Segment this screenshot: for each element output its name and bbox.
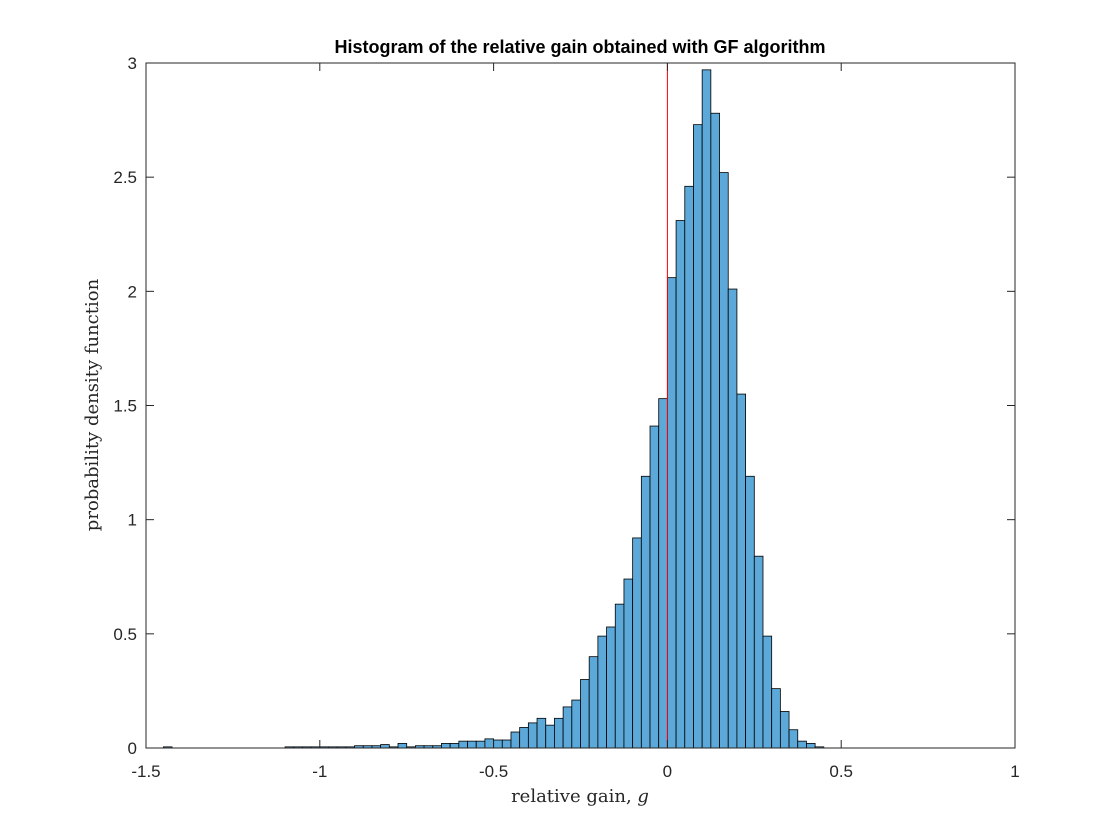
- histogram-bar: [623, 578, 634, 749]
- x-tick-label: 1: [1010, 762, 1019, 781]
- histogram-bar: [441, 743, 451, 749]
- y-tick-label: 3: [128, 54, 137, 73]
- histogram-bar: [640, 475, 651, 749]
- histogram-bar: [658, 398, 668, 749]
- y-tick-label: 1: [128, 511, 137, 530]
- histogram-bar: [797, 740, 807, 749]
- histogram-bar: [649, 425, 660, 749]
- histogram-bar: [554, 717, 564, 749]
- histogram-bar: [806, 743, 816, 749]
- histogram-bar: [701, 69, 712, 749]
- x-axis-label-symbol: g: [637, 786, 649, 807]
- y-axis-label: probability density function: [82, 278, 103, 531]
- histogram-bar: [719, 172, 729, 749]
- histogram-bar: [779, 711, 790, 749]
- histogram-bar: [484, 738, 495, 749]
- histogram-bar: [571, 699, 581, 749]
- x-tick-label: 0.5: [829, 762, 853, 781]
- x-tick-label: -1.5: [131, 762, 160, 781]
- histogram-bar: [614, 603, 625, 749]
- histogram-bar: [449, 743, 460, 749]
- histogram-bar: [458, 740, 468, 749]
- x-axis-ticks: -1.5 -1 -0.5 0 0.5 1: [131, 63, 1020, 781]
- histogram-bar: [788, 729, 799, 749]
- histogram-bar: [667, 277, 677, 749]
- histogram-bar: [693, 124, 703, 749]
- y-tick-label: 0: [128, 739, 137, 758]
- histogram-bar: [380, 744, 390, 749]
- histogram-bar: [762, 635, 773, 749]
- x-tick-label: -1: [312, 762, 327, 781]
- histogram-bar: [397, 743, 408, 749]
- histogram-bar: [467, 740, 477, 749]
- histogram-bar: [632, 537, 642, 749]
- histogram-bar: [510, 731, 521, 749]
- histogram-bar: [727, 288, 738, 749]
- histogram-bar: [675, 220, 686, 749]
- histogram-bar: [606, 626, 616, 749]
- y-tick-label: 2.5: [113, 168, 137, 187]
- histogram-bar: [736, 393, 747, 749]
- histogram-bar: [527, 722, 538, 749]
- histogram-bar: [588, 656, 599, 749]
- histogram-bar: [710, 112, 720, 749]
- histogram-bar: [771, 688, 781, 749]
- x-tick-label: 0: [663, 762, 672, 781]
- y-tick-label: 1.5: [113, 397, 137, 416]
- histogram-bar: [519, 727, 529, 749]
- histogram-bar: [475, 740, 486, 749]
- x-axis-label: relative gain, g: [511, 786, 649, 807]
- histogram-bar: [536, 717, 547, 749]
- x-axis-label-text: relative gain,: [511, 786, 637, 807]
- chart-title: Histogram of the relative gain obtained …: [334, 37, 825, 57]
- y-tick-label: 2: [128, 282, 137, 301]
- axes-background: [146, 63, 1015, 748]
- y-tick-label: 0.5: [113, 625, 137, 644]
- histogram-bar: [545, 724, 555, 749]
- histogram-bar: [745, 475, 755, 749]
- bars-group: [162, 69, 825, 749]
- histogram-bar: [597, 635, 607, 749]
- histogram-bar: [501, 739, 512, 749]
- histogram-bar: [580, 679, 590, 749]
- histogram-bar: [493, 739, 503, 749]
- histogram-bar: [562, 706, 573, 749]
- histogram-bar: [684, 185, 694, 749]
- x-tick-label: -0.5: [479, 762, 508, 781]
- histogram-bar: [753, 555, 764, 749]
- y-axis-ticks: 0 0.5 1 1.5 2 2.5 3: [113, 54, 1015, 758]
